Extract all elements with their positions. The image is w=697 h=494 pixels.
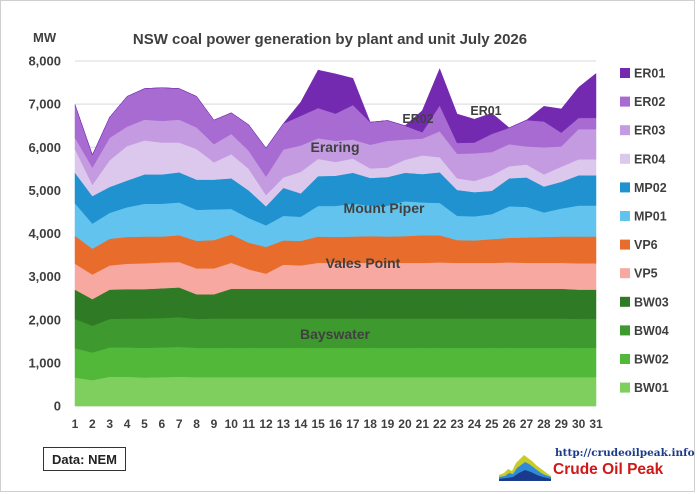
legend-swatch-er02 bbox=[620, 96, 630, 107]
x-tick-label: 15 bbox=[311, 417, 325, 431]
x-tick-label: 31 bbox=[589, 417, 603, 431]
legend-swatch-vp5 bbox=[620, 268, 630, 279]
legend-label-bw04: BW04 bbox=[634, 324, 669, 338]
x-tick-label: 18 bbox=[364, 417, 378, 431]
legend-label-er03: ER03 bbox=[634, 124, 665, 138]
legend-swatch-bw04 bbox=[620, 325, 630, 336]
annotation-er02: ER02 bbox=[402, 112, 433, 126]
legend-swatch-mp02 bbox=[620, 182, 630, 193]
x-tick-label: 22 bbox=[433, 417, 447, 431]
annotation-mount-piper: Mount Piper bbox=[344, 200, 425, 216]
x-tick-label: 21 bbox=[416, 417, 430, 431]
oil-peak-chart-icon bbox=[499, 449, 551, 481]
x-tick-label: 10 bbox=[225, 417, 239, 431]
area-series-er01 bbox=[74, 68, 597, 156]
x-tick-label: 7 bbox=[176, 417, 183, 431]
annotation-eraring: Eraring bbox=[310, 139, 359, 155]
plant-annotations: Bayswater Vales Point Mount Piper Erarin… bbox=[300, 104, 502, 342]
x-tick-label: 29 bbox=[555, 417, 569, 431]
logo-url-text: http://crudeoilpeak.info bbox=[555, 447, 695, 459]
crude-oil-peak-logo: http://crudeoilpeak.info Crude Oil Peak bbox=[499, 445, 695, 485]
y-tick-label: 8,000 bbox=[28, 54, 61, 69]
annotation-er01: ER01 bbox=[470, 104, 501, 118]
legend-swatch-er03 bbox=[620, 125, 630, 136]
x-tick-label: 24 bbox=[468, 417, 482, 431]
data-source-label: Data: NEM bbox=[43, 447, 126, 471]
legend-label-mp01: MP01 bbox=[634, 210, 667, 224]
legend-label-er02: ER02 bbox=[634, 95, 665, 109]
legend: ER01 ER02 ER03 ER04 MP02 MP01 VP6 VP5 BW03 BW04 BW… bbox=[620, 67, 669, 395]
chart-title: NSW coal power generation by plant and u… bbox=[133, 31, 527, 48]
x-tick-label: 8 bbox=[193, 417, 200, 431]
y-tick-label: 1,000 bbox=[28, 355, 61, 370]
legend-label-bw03: BW03 bbox=[634, 295, 669, 309]
legend-swatch-bw02 bbox=[620, 354, 630, 364]
y-tick-label: 6,000 bbox=[28, 140, 61, 155]
legend-swatch-mp01 bbox=[620, 211, 630, 221]
x-tick-label: 14 bbox=[294, 417, 308, 431]
x-tick-label: 5 bbox=[141, 417, 148, 431]
legend-swatch-er04 bbox=[620, 153, 630, 164]
x-tick-label: 3 bbox=[106, 417, 113, 431]
x-tick-label: 23 bbox=[450, 417, 464, 431]
y-axis-title: MW bbox=[33, 30, 57, 45]
legend-label-er01: ER01 bbox=[634, 67, 665, 81]
x-tick-label: 12 bbox=[259, 417, 273, 431]
x-tick-label: 4 bbox=[124, 417, 131, 431]
legend-swatch-bw03 bbox=[620, 296, 630, 307]
x-tick-label: 6 bbox=[158, 417, 165, 431]
area-series-bw01 bbox=[74, 376, 597, 407]
annotation-bayswater: Bayswater bbox=[300, 326, 371, 342]
y-tick-label: 0 bbox=[54, 399, 61, 414]
x-tick-label: 25 bbox=[485, 417, 499, 431]
legend-label-vp5: VP5 bbox=[634, 267, 658, 281]
legend-label-bw01: BW01 bbox=[634, 381, 669, 395]
annotation-vales-point: Vales Point bbox=[326, 255, 401, 271]
stacked-areas bbox=[74, 68, 597, 407]
x-tick-label: 27 bbox=[520, 417, 534, 431]
legend-swatch-bw01 bbox=[620, 382, 630, 393]
y-tick-label: 7,000 bbox=[28, 97, 61, 112]
legend-label-er04: ER04 bbox=[634, 152, 665, 166]
y-tick-labels: 0 1,000 2,000 3,000 4,000 5,000 6,000 7,000 8,00… bbox=[28, 54, 61, 414]
legend-swatch-vp6 bbox=[620, 239, 630, 250]
x-tick-label: 13 bbox=[277, 417, 291, 431]
y-tick-label: 3,000 bbox=[28, 269, 61, 284]
x-tick-label: 30 bbox=[572, 417, 586, 431]
x-tick-label: 28 bbox=[537, 417, 551, 431]
x-tick-labels: 1 2 3 4 5 6 7 8 9 10 11 12 13 14 15 16 17 18 19 20 21 22 23 24 2… bbox=[72, 417, 603, 431]
x-tick-label: 9 bbox=[211, 417, 218, 431]
x-tick-label: 11 bbox=[242, 417, 255, 431]
area-series-bw02 bbox=[74, 346, 597, 381]
legend-label-bw02: BW02 bbox=[634, 353, 669, 367]
x-tick-label: 19 bbox=[381, 417, 395, 431]
x-tick-label: 2 bbox=[89, 417, 96, 431]
legend-label-mp02: MP02 bbox=[634, 181, 667, 195]
x-tick-label: 16 bbox=[329, 417, 343, 431]
x-tick-label: 26 bbox=[502, 417, 516, 431]
y-tick-label: 5,000 bbox=[28, 183, 61, 198]
y-tick-label: 2,000 bbox=[28, 312, 61, 327]
y-tick-label: 4,000 bbox=[28, 226, 61, 241]
x-tick-label: 20 bbox=[398, 417, 412, 431]
x-tick-label: 1 bbox=[72, 417, 79, 431]
legend-label-vp6: VP6 bbox=[634, 238, 658, 252]
x-tick-label: 17 bbox=[346, 417, 360, 431]
legend-swatch-er01 bbox=[620, 68, 630, 78]
logo-name-text: Crude Oil Peak bbox=[553, 461, 664, 478]
